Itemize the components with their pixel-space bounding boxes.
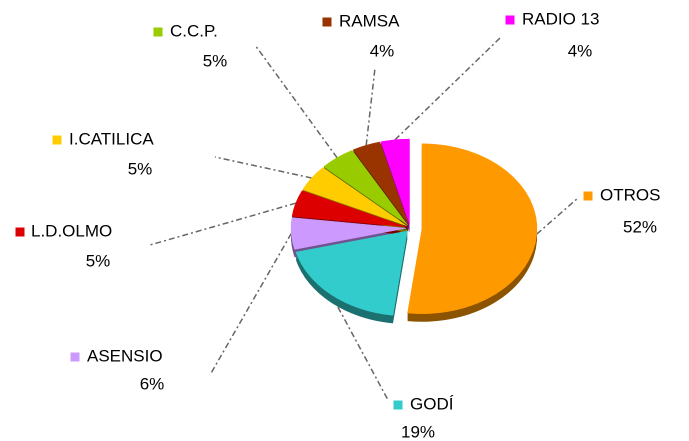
- slice: [291, 190, 407, 228]
- value-label: 5%: [203, 51, 228, 70]
- legend-swatch: [582, 190, 594, 202]
- slice: [323, 150, 408, 226]
- value-label: 52%: [623, 217, 657, 236]
- slice: [352, 141, 409, 225]
- category-label: C.C.P.: [170, 21, 218, 40]
- value-label: 4%: [568, 41, 593, 60]
- legend-swatch: [69, 351, 81, 363]
- value-label: 5%: [86, 251, 111, 270]
- leader-line: [330, 294, 389, 401]
- value-label: 4%: [370, 41, 395, 60]
- leader-line: [365, 67, 376, 146]
- value-label: 6%: [140, 374, 165, 393]
- legend-swatch: [504, 14, 516, 26]
- legend-swatch: [392, 399, 404, 411]
- value-label: 19%: [401, 422, 435, 441]
- legend-swatch: [51, 134, 63, 146]
- value-label: 5%: [128, 159, 153, 178]
- leader-line: [149, 202, 296, 246]
- category-label: L.D.OLMO: [31, 221, 112, 240]
- slice: [407, 143, 538, 314]
- leader-line: [214, 156, 312, 179]
- legend-swatch: [321, 16, 333, 28]
- legend-swatch: [152, 26, 164, 38]
- leader-line: [209, 233, 292, 376]
- leader-line: [254, 44, 338, 159]
- category-label: GODÍ: [410, 394, 454, 413]
- slice: [380, 138, 410, 225]
- category-label: RAMSA: [339, 11, 400, 30]
- category-label: RADIO 13: [522, 9, 599, 28]
- legend-swatch: [14, 226, 26, 238]
- category-label: OTROS: [600, 185, 660, 204]
- category-label: I.CATILICA: [69, 129, 154, 148]
- leader-line: [536, 197, 579, 235]
- slice: [302, 167, 407, 226]
- slice: [290, 217, 407, 250]
- category-label: ASENSIO: [87, 346, 163, 365]
- slice: [295, 230, 408, 316]
- leader-line: [394, 37, 501, 141]
